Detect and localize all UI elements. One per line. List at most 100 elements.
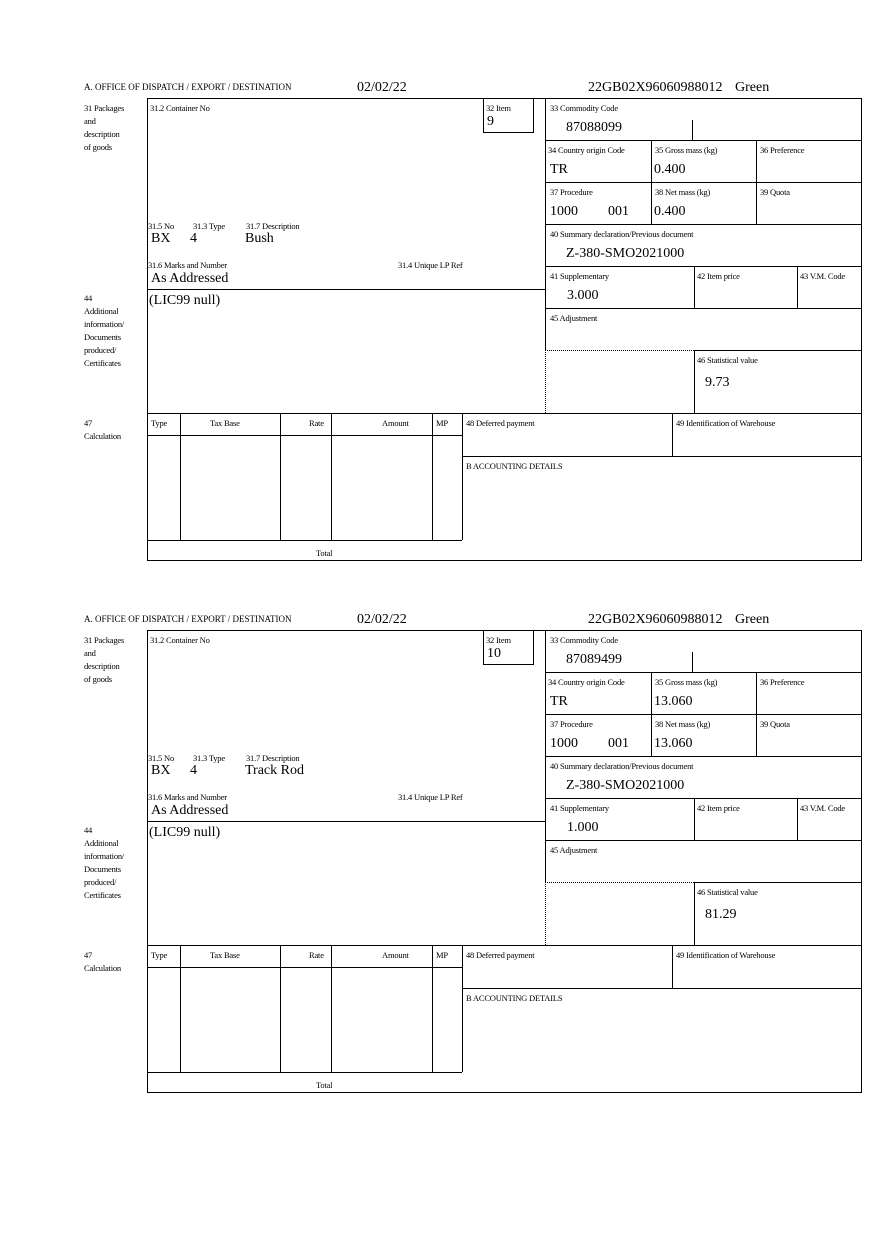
packages-label: 31 Packages [84, 103, 125, 113]
divider [545, 140, 862, 141]
total-label: Total [316, 1080, 333, 1090]
net-mass-value: 0.400 [654, 204, 686, 219]
adjustment-label: 45 Adjustment [550, 313, 598, 323]
preference-label: 36 Preference [760, 677, 805, 687]
package-description-label: 31.7 Description [246, 221, 300, 231]
package-no-label: 31.5 No [148, 753, 174, 763]
calc-header-mp: MP [436, 950, 448, 960]
office-heading: A. OFFICE OF DISPATCH / EXPORT / DESTINA… [84, 82, 292, 92]
commodity-code-value: 87088099 [566, 120, 622, 135]
divider [861, 630, 862, 1093]
calc-header-rate: Rate [309, 950, 324, 960]
calculation-number-label: 47 [84, 950, 93, 960]
summary-declaration-label: 40 Summary declaration/Previous document [550, 229, 694, 239]
divider [545, 714, 862, 715]
additional-info-label: information/ [84, 319, 125, 329]
divider [545, 840, 862, 841]
divider [545, 182, 862, 183]
divider [651, 672, 652, 756]
divider [147, 630, 148, 1093]
divider [694, 798, 695, 840]
item-price-label: 42 Item price [697, 803, 740, 813]
packages-label: description [84, 129, 120, 139]
country-origin-value: TR [550, 694, 568, 709]
statistical-value-label: 46 Statistical value [697, 887, 758, 897]
divider [545, 266, 862, 267]
packages-label: 31 Packages [84, 635, 125, 645]
net-mass-value: 13.060 [654, 736, 693, 751]
divider [147, 540, 462, 541]
route-status: Green [735, 80, 770, 95]
customs-declaration-item: A. OFFICE OF DISPATCH / EXPORT / DESTINA… [0, 80, 882, 580]
declaration-reference: 22GB02X96060988012 [588, 80, 723, 95]
divider [545, 350, 546, 413]
additional-info-value: (LIC99 null) [149, 825, 221, 840]
gross-mass-value: 0.400 [654, 162, 686, 177]
package-no-value: BX [151, 231, 171, 246]
divider [180, 945, 181, 1072]
summary-declaration-value: Z-380-SMO2021000 [566, 246, 685, 261]
calc-header-amount: Amount [382, 950, 409, 960]
packages-label: and [84, 648, 96, 658]
supplementary-value: 3.000 [567, 288, 599, 303]
package-type-value: 4 [190, 231, 197, 246]
item-label: 32 Item [486, 635, 511, 645]
country-origin-label: 34 Country origin Code [548, 145, 625, 155]
additional-info-label: Documents [84, 864, 121, 874]
declaration-date: 02/02/22 [357, 80, 407, 95]
divider [545, 350, 694, 351]
declaration-date: 02/02/22 [357, 612, 407, 627]
gross-mass-label: 35 Gross mass (kg) [655, 677, 718, 687]
net-mass-label: 38 Net mass (kg) [655, 187, 711, 197]
container-no-label: 31.2 Container No [150, 635, 210, 645]
package-type-value: 4 [190, 763, 197, 778]
divider [280, 413, 281, 540]
additional-info-value: (LIC99 null) [149, 293, 221, 308]
vm-code-label: 43 V.M. Code [800, 271, 845, 281]
summary-declaration-value: Z-380-SMO2021000 [566, 778, 685, 793]
supplementary-label: 41 Supplementary [550, 271, 609, 281]
packages-label: of goods [84, 674, 112, 684]
item-number-box [483, 630, 534, 665]
divider [694, 350, 862, 351]
marks-label: 31.6 Marks and Number [148, 792, 227, 802]
calc-header-mp: MP [436, 418, 448, 428]
supplementary-label: 41 Supplementary [550, 803, 609, 813]
calc-header-type: Type [151, 418, 168, 428]
packages-label: description [84, 661, 120, 671]
package-description-value: Bush [245, 231, 274, 246]
divider [694, 266, 695, 308]
preference-label: 36 Preference [760, 145, 805, 155]
marks-label: 31.6 Marks and Number [148, 260, 227, 270]
divider [331, 413, 332, 540]
divider [692, 652, 693, 672]
divider [147, 98, 862, 99]
statistical-value: 81.29 [705, 907, 737, 922]
additional-info-label: 44 [84, 825, 93, 835]
divider [694, 350, 695, 413]
divider [692, 120, 693, 140]
divider [432, 413, 433, 540]
divider [756, 140, 757, 224]
divider [462, 945, 463, 1072]
procedure-label: 37 Procedure [550, 719, 593, 729]
divider [797, 266, 798, 308]
package-type-label: 31.3 Type [193, 753, 225, 763]
divider [331, 945, 332, 1072]
divider [545, 224, 862, 225]
unique-lp-ref-label: 31.4 Unique LP Ref [398, 260, 463, 270]
divider [545, 672, 862, 673]
commodity-code-value: 87089499 [566, 652, 622, 667]
statistical-value: 9.73 [705, 375, 730, 390]
summary-declaration-label: 40 Summary declaration/Previous document [550, 761, 694, 771]
additional-info-label: information/ [84, 851, 125, 861]
divider [861, 98, 862, 561]
procedure-label: 37 Procedure [550, 187, 593, 197]
divider [694, 882, 862, 883]
divider [651, 140, 652, 224]
divider [545, 882, 546, 945]
divider [147, 821, 545, 822]
divider [797, 798, 798, 840]
divider [672, 945, 673, 988]
